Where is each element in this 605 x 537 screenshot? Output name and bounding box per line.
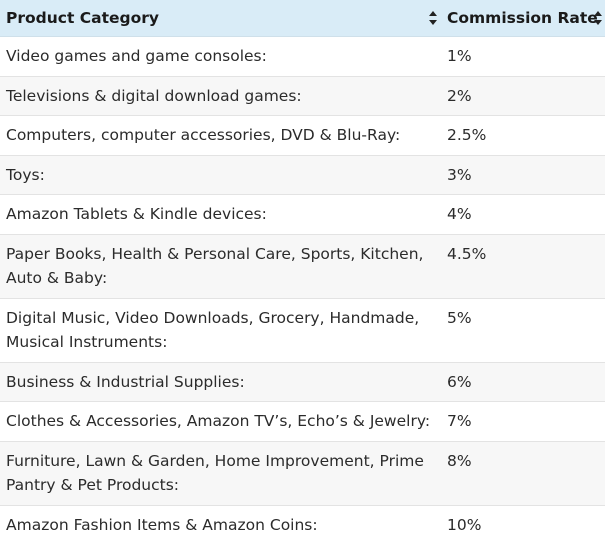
table-row: Digital Music, Video Downloads, Grocery,… — [0, 298, 605, 363]
rate-cell: 4.5% — [441, 234, 605, 299]
header-row: Product Category Commission Rate — [0, 0, 605, 37]
category-cell: Business & Industrial Supplies: — [0, 362, 441, 402]
rate-cell: 10% — [441, 505, 605, 537]
table-row: Video games and game consoles: 1% — [0, 36, 605, 77]
category-cell: Digital Music, Video Downloads, Grocery,… — [0, 298, 441, 363]
table-row: Furniture, Lawn & Garden, Home Improveme… — [0, 441, 605, 506]
rate-cell: 6% — [441, 362, 605, 402]
table-row: Computers, computer accessories, DVD & B… — [0, 115, 605, 156]
rate-cell: 7% — [441, 401, 605, 442]
rate-cell: 5% — [441, 298, 605, 363]
category-cell: Furniture, Lawn & Garden, Home Improveme… — [0, 441, 441, 506]
table-header: Product Category Commission Rate — [0, 0, 605, 37]
table-row: Business & Industrial Supplies: 6% — [0, 362, 605, 402]
table-body: Video games and game consoles: 1% Televi… — [0, 36, 605, 537]
category-cell: Amazon Tablets & Kindle devices: — [0, 194, 441, 235]
table-row: Paper Books, Health & Personal Care, Spo… — [0, 234, 605, 299]
rate-cell: 2.5% — [441, 115, 605, 156]
rate-cell: 2% — [441, 76, 605, 116]
table-row: Amazon Fashion Items & Amazon Coins: 10% — [0, 505, 605, 537]
category-cell: Video games and game consoles: — [0, 36, 441, 77]
column-header-label: Commission Rate — [447, 9, 598, 27]
table-row: Clothes & Accessories, Amazon TV’s, Echo… — [0, 401, 605, 442]
category-cell: Clothes & Accessories, Amazon TV’s, Echo… — [0, 401, 441, 442]
table-row: Toys: 3% — [0, 155, 605, 195]
rate-cell: 8% — [441, 441, 605, 506]
category-cell: Toys: — [0, 155, 441, 195]
category-cell: Televisions & digital download games: — [0, 76, 441, 116]
rate-cell: 3% — [441, 155, 605, 195]
column-header-product-category[interactable]: Product Category — [0, 0, 441, 37]
category-cell: Computers, computer accessories, DVD & B… — [0, 115, 441, 156]
column-header-label: Product Category — [6, 9, 160, 27]
category-cell: Paper Books, Health & Personal Care, Spo… — [0, 234, 441, 299]
rate-cell: 1% — [441, 36, 605, 77]
table-row: Televisions & digital download games: 2% — [0, 76, 605, 116]
sort-arrows-icon[interactable] — [594, 11, 602, 25]
category-cell: Amazon Fashion Items & Amazon Coins: — [0, 505, 441, 537]
sort-arrows-icon[interactable] — [429, 11, 437, 25]
table-row: Amazon Tablets & Kindle devices: 4% — [0, 194, 605, 235]
rate-cell: 4% — [441, 194, 605, 235]
column-header-commission-rate[interactable]: Commission Rate — [441, 0, 605, 37]
